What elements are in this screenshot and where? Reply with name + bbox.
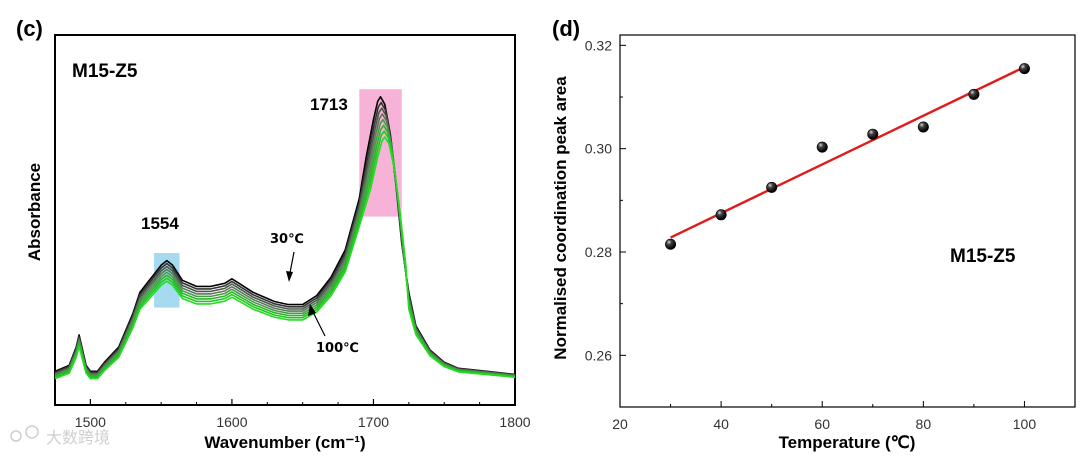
- annotation-30c-text: 30℃: [270, 232, 304, 247]
- peak-area-panel: (d) 20 40 60 80 100 0.26 0.28 0.30 0.32 M15-Z5 N…: [551, 16, 1076, 452]
- spectrum-series: [54, 96, 516, 380]
- scatter-y-tick-label: 0.26: [585, 347, 612, 363]
- panel-d-label: (d): [552, 16, 580, 41]
- scatter-x-axis-title: Temperature (℃): [779, 433, 916, 452]
- data-point: [816, 141, 828, 153]
- scatter-plot-frame: [619, 34, 1076, 408]
- scatter-sample-label: M15-Z5: [950, 246, 1016, 267]
- annotation-100c-text: 100℃: [316, 341, 359, 356]
- spectrum-x-tick-label: 1500: [75, 414, 106, 430]
- spectrum-x-axis-title: Wavenumber (cm⁻¹): [204, 433, 365, 452]
- data-point: [766, 181, 778, 193]
- watermark: 大数跨境: [10, 425, 110, 447]
- watermark-logo-icon: [10, 430, 22, 442]
- data-point: [1018, 63, 1030, 75]
- scatter-x-tick-label: 20: [612, 416, 628, 432]
- spectrum-x-ticks: 1500 1600 1700 1800: [75, 399, 531, 430]
- data-point: [715, 209, 727, 221]
- spectrum-sample-label: M15-Z5: [72, 61, 138, 82]
- scatter-x-tick-label: 40: [713, 416, 729, 432]
- annotation-30c: 30℃: [270, 232, 304, 282]
- scatter-x-tick-label: 80: [916, 416, 932, 432]
- panel-c-label: (c): [16, 16, 43, 41]
- scatter-y-tick-label: 0.30: [585, 141, 612, 157]
- fit-line: [670, 65, 1025, 239]
- spectrum-plot-frame: [54, 34, 516, 406]
- data-point: [867, 128, 879, 140]
- spectrum-line-100℃: [54, 136, 516, 380]
- watermark-text: 大数跨境: [46, 428, 110, 447]
- spectrum-x-tick-label: 1700: [358, 414, 389, 430]
- annotation-100c: 100℃: [308, 304, 359, 356]
- peak-label-1713: 1713: [310, 95, 348, 114]
- watermark-logo-icon-2: [25, 425, 39, 439]
- spectrum-x-tick-label: 1800: [499, 414, 530, 430]
- annotation-30c-arrowhead: [286, 271, 293, 282]
- fit-line-group: [670, 65, 1025, 239]
- scatter-x-tick-label: 100: [1013, 416, 1037, 432]
- scatter-x-tick-label: 60: [814, 416, 830, 432]
- data-point: [917, 121, 929, 133]
- annotation-100c-arrowhead: [308, 304, 316, 316]
- scatter-axis-ticks: 20 40 60 80 100 0.26 0.28 0.30 0.32: [585, 37, 1037, 432]
- scatter-y-axis-title: Normalised coordination peak area: [551, 76, 570, 360]
- spectrum-x-tick-label: 1600: [216, 414, 247, 430]
- spectrum-panel: (c) 1500 1600 1700 1800 M15-Z5 1554 1713 30…: [16, 16, 531, 452]
- data-point: [968, 88, 980, 100]
- scatter-y-tick-label: 0.28: [585, 244, 612, 260]
- peak-label-1554: 1554: [141, 214, 179, 233]
- scatter-y-tick-label: 0.32: [585, 37, 612, 53]
- scatter-points: [665, 63, 1030, 250]
- data-point: [665, 238, 677, 250]
- spectrum-y-axis-title: Absorbance: [25, 163, 44, 261]
